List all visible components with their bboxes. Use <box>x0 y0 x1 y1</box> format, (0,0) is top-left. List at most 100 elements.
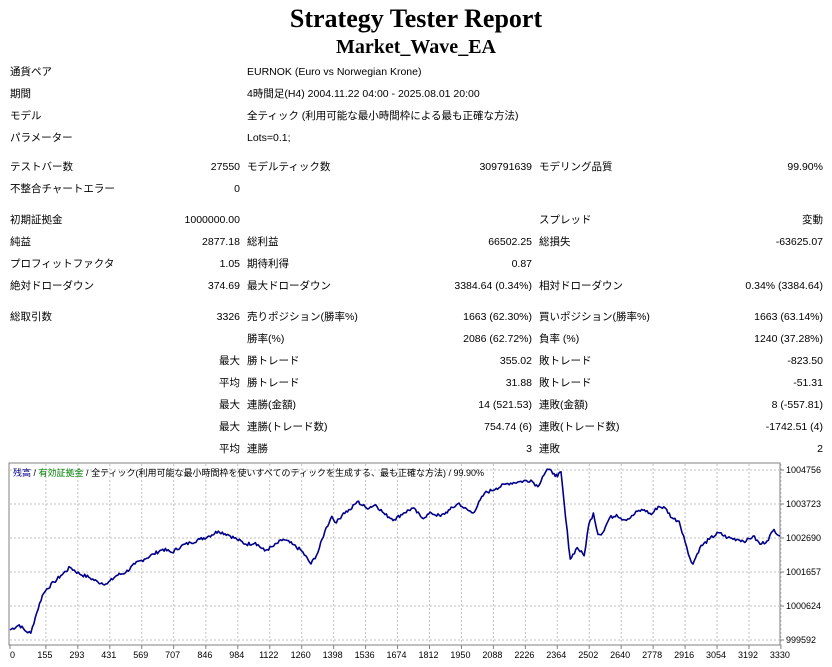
avg-consec-win-value: 3 <box>526 443 532 455</box>
long-positions-label: 買いポジション(勝率%) <box>539 311 650 323</box>
gross-loss-label: 総損失 <box>539 236 571 248</box>
legend-sep-1: / <box>31 468 39 478</box>
info-value-model: 全ティック (利用可能な最小時間枠による最も正確な方法) <box>247 110 519 122</box>
long-positions-value: 1663 (63.14%) <box>754 311 823 323</box>
largest-win-value: 355.02 <box>499 355 532 367</box>
x-tick-label: 1260 <box>291 650 311 660</box>
max-consec-loss-cnt-value: -1742.51 (4) <box>765 421 823 433</box>
x-tick-label: 707 <box>165 650 180 660</box>
info-value-parameters: Lots=0.1; <box>247 132 291 144</box>
abs-drawdown-value: 374.69 <box>207 280 240 292</box>
largest-win-label: 勝トレード <box>247 355 300 367</box>
model-quality-label: モデリング品質 <box>539 161 613 173</box>
info-label-parameters: パラメーター <box>10 132 73 144</box>
max-consec-loss-cnt-label: 連敗(トレード数) <box>539 421 620 433</box>
test-bars-value: 27550 <box>210 161 240 173</box>
net-profit-value: 2877.18 <box>202 236 240 248</box>
x-tick-label: 1674 <box>387 650 407 660</box>
largest-label: 最大 <box>219 355 240 367</box>
info-value-period: 4時間足(H4) 2004.11.22 04:00 - 2025.08.01 2… <box>247 88 480 100</box>
gross-profit-value: 66502.25 <box>488 236 532 248</box>
mismatch-label: 不整合チャートエラー <box>10 183 115 195</box>
profit-factor-label: プロフィットファクタ <box>10 258 115 270</box>
short-positions-value: 1663 (62.30%) <box>463 311 532 323</box>
x-tick-label: 3192 <box>738 650 758 660</box>
x-tick-label: 293 <box>69 650 84 660</box>
max-consec-win-amt-label: 連勝(金額) <box>247 399 296 411</box>
x-axis-ticks: 0 155 293 431 569 707 846 984 1122 1260 1398 1536 16… <box>9 645 790 660</box>
x-tick-label: 1536 <box>355 650 375 660</box>
y-tick-label: 1001657 <box>786 567 821 577</box>
x-tick-label: 2226 <box>514 650 534 660</box>
model-ticks-value: 309791639 <box>479 161 532 173</box>
avg-consec-label: 平均 <box>219 443 240 455</box>
model-ticks-label: モデルティック数 <box>247 161 331 173</box>
legend-sep-3: / <box>446 468 454 478</box>
max-consec-label-2: 最大 <box>219 421 240 433</box>
average-label: 平均 <box>219 377 240 389</box>
win-rate-value: 2086 (62.72%) <box>463 333 532 345</box>
gross-loss-value: -63625.07 <box>775 236 823 248</box>
expected-payoff-value: 0.87 <box>511 258 532 270</box>
legend-model: 全ティック(利用可能な最小時間枠を使いすべてのティックを生成する、最も正確な方法… <box>91 467 446 478</box>
x-tick-label: 3054 <box>706 650 726 660</box>
balance-chart-svg: 1004756 1003723 1002690 1001657 1000624 99959… <box>8 462 821 660</box>
report-title: Strategy Tester Report <box>289 4 543 33</box>
max-consec-win-amt-value: 14 (521.53) <box>478 399 532 411</box>
rel-drawdown-value: 0.34% (3384.64) <box>745 280 823 292</box>
loss-rate-label: 負率 (%) <box>539 333 580 345</box>
x-tick-label: 1812 <box>418 650 438 660</box>
avg-win-label: 勝トレード <box>247 377 300 389</box>
x-tick-label: 431 <box>101 650 116 660</box>
max-drawdown-label: 最大ドローダウン <box>247 280 331 292</box>
expected-payoff-label: 期待利得 <box>247 258 289 270</box>
y-axis-ticks: 1004756 1003723 1002690 1001657 1000624 99959… <box>780 465 821 645</box>
avg-consec-win-label: 連勝 <box>247 443 268 455</box>
max-consec-win-cnt-value: 754.74 (6) <box>484 421 532 433</box>
legend-equity: 有効証拠金 <box>39 467 84 478</box>
spread-label: スプレッド <box>539 214 592 226</box>
x-tick-label: 2916 <box>674 650 694 660</box>
model-quality-value: 99.90% <box>787 161 823 173</box>
avg-consec-loss-value: 2 <box>817 443 823 455</box>
x-tick-label: 2502 <box>578 650 598 660</box>
y-tick-label: 1000624 <box>786 601 821 611</box>
max-consec-loss-amt-value: 8 (-557.81) <box>771 399 823 411</box>
largest-loss-label: 敗トレード <box>539 355 592 367</box>
chart-grid <box>10 464 782 645</box>
max-consec-win-cnt-label: 連勝(トレード数) <box>247 421 328 433</box>
total-trades-label: 総取引数 <box>10 311 52 323</box>
loss-rate-value: 1240 (37.28%) <box>754 333 823 345</box>
avg-loss-label: 敗トレード <box>539 377 592 389</box>
profit-factor-value: 1.05 <box>219 258 240 270</box>
chart-frame <box>8 462 781 646</box>
max-consec-loss-amt-label: 連敗(金額) <box>539 399 588 411</box>
avg-loss-value: -51.31 <box>793 377 823 389</box>
info-label-period: 期間 <box>10 88 31 100</box>
x-tick-label: 1950 <box>450 650 470 660</box>
avg-win-value: 31.88 <box>505 377 532 389</box>
max-drawdown-value: 3384.64 (0.34%) <box>454 280 532 292</box>
y-tick-label: 1003723 <box>786 499 821 509</box>
abs-drawdown-label: 絶対ドローダウン <box>10 280 94 292</box>
y-tick-label: 999592 <box>786 635 816 645</box>
balance-chart: 1004756 1003723 1002690 1001657 1000624 99959… <box>8 462 832 664</box>
largest-loss-value: -823.50 <box>787 355 823 367</box>
mismatch-value: 0 <box>234 183 240 195</box>
legend-sep-2: / <box>84 468 92 478</box>
chart-legend: 残高 / 有効証拠金 / 全ティック(利用可能な最小時間枠を使いすべてのティック… <box>13 467 484 478</box>
gross-profit-label: 総利益 <box>247 236 279 248</box>
max-consec-label-1: 最大 <box>219 399 240 411</box>
info-value-symbol: EURNOK (Euro vs Norwegian Krone) <box>247 66 422 78</box>
ea-name: Market_Wave_EA <box>336 36 496 58</box>
x-tick-label: 2778 <box>642 650 662 660</box>
initial-deposit-value: 1000000.00 <box>184 214 240 226</box>
y-tick-label: 1004756 <box>786 465 821 475</box>
rel-drawdown-label: 相対ドローダウン <box>539 280 623 292</box>
x-tick-label: 1398 <box>323 650 343 660</box>
balance-series-line <box>9 468 781 634</box>
x-tick-label: 155 <box>37 650 52 660</box>
x-tick-label: 984 <box>229 650 244 660</box>
info-label-model: モデル <box>10 110 42 122</box>
total-trades-value: 3326 <box>216 311 240 323</box>
